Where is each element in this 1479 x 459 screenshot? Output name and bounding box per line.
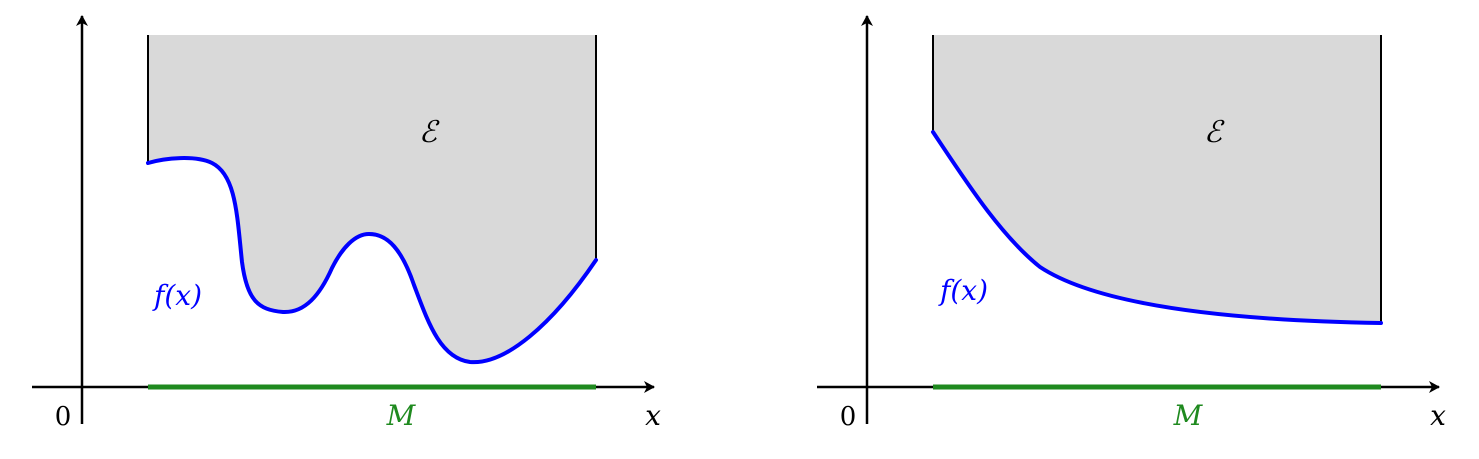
- region-label: ℰ: [1204, 115, 1225, 150]
- function-curve: [146, 156, 598, 365]
- left-panel: ℰ f(x) M x 0: [32, 15, 661, 432]
- domain-label: M: [1173, 399, 1204, 432]
- function-label: f(x): [938, 274, 988, 307]
- function-label: f(x): [152, 279, 202, 312]
- right-panel: ℰ f(x) M x 0: [817, 15, 1446, 432]
- origin-label: 0: [840, 402, 857, 432]
- epigraph-region: [148, 35, 596, 363]
- x-axis-label: x: [1430, 399, 1446, 432]
- region-label: ℰ: [419, 115, 440, 150]
- function-curve: [931, 130, 1383, 325]
- x-axis-label: x: [645, 399, 661, 432]
- domain-label: M: [386, 399, 417, 432]
- epigraph-region: [933, 35, 1381, 323]
- origin-label: 0: [55, 402, 72, 432]
